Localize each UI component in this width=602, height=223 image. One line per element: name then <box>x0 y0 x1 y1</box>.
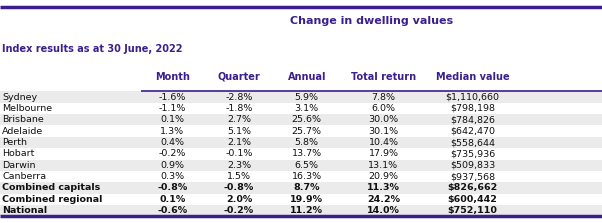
Text: Sydney: Sydney <box>2 93 37 102</box>
Text: -0.2%: -0.2% <box>159 149 186 158</box>
Text: 2.3%: 2.3% <box>227 161 251 170</box>
Text: -1.6%: -1.6% <box>159 93 186 102</box>
Bar <box>0 148 602 159</box>
Text: $752,110: $752,110 <box>448 206 497 215</box>
Text: 30.0%: 30.0% <box>368 115 399 124</box>
Text: 2.7%: 2.7% <box>227 115 251 124</box>
Text: Index results as at 30 June, 2022: Index results as at 30 June, 2022 <box>2 44 183 54</box>
Text: 0.9%: 0.9% <box>161 161 184 170</box>
Text: Adelaide: Adelaide <box>2 127 44 136</box>
Text: $784,826: $784,826 <box>450 115 495 124</box>
Text: 5.9%: 5.9% <box>295 93 318 102</box>
Text: $735,936: $735,936 <box>450 149 495 158</box>
Bar <box>0 91 602 103</box>
Text: 0.4%: 0.4% <box>161 138 184 147</box>
Text: 6.0%: 6.0% <box>371 104 396 113</box>
Bar <box>0 126 602 137</box>
Text: 1.3%: 1.3% <box>160 127 185 136</box>
Text: $798,198: $798,198 <box>450 104 495 113</box>
Text: 25.6%: 25.6% <box>292 115 321 124</box>
Text: -0.8%: -0.8% <box>224 184 254 192</box>
Text: 0.1%: 0.1% <box>161 115 184 124</box>
Text: Quarter: Quarter <box>217 72 261 82</box>
Text: 1.5%: 1.5% <box>227 172 251 181</box>
Text: 2.0%: 2.0% <box>226 195 252 204</box>
Text: -1.1%: -1.1% <box>159 104 186 113</box>
Text: 7.8%: 7.8% <box>371 93 396 102</box>
Bar <box>0 159 602 171</box>
Text: Brisbane: Brisbane <box>2 115 44 124</box>
Text: Hobart: Hobart <box>2 149 35 158</box>
Text: $600,442: $600,442 <box>448 195 497 204</box>
Text: Combined capitals: Combined capitals <box>2 184 101 192</box>
Bar <box>0 205 602 216</box>
Text: 30.1%: 30.1% <box>368 127 399 136</box>
Text: 14.0%: 14.0% <box>367 206 400 215</box>
Text: -0.1%: -0.1% <box>225 149 253 158</box>
Text: Median value: Median value <box>436 72 509 82</box>
Bar <box>0 194 602 205</box>
Text: $558,644: $558,644 <box>450 138 495 147</box>
Bar <box>0 137 602 148</box>
Bar <box>0 171 602 182</box>
Text: 11.2%: 11.2% <box>290 206 323 215</box>
Text: Melbourne: Melbourne <box>2 104 52 113</box>
Text: Month: Month <box>155 72 190 82</box>
Text: 5.8%: 5.8% <box>295 138 318 147</box>
Text: National: National <box>2 206 48 215</box>
Text: -2.8%: -2.8% <box>225 93 253 102</box>
Text: 3.1%: 3.1% <box>294 104 319 113</box>
Text: Perth: Perth <box>2 138 28 147</box>
Text: Change in dwelling values: Change in dwelling values <box>290 16 453 26</box>
Text: $826,662: $826,662 <box>447 184 498 192</box>
Text: Canberra: Canberra <box>2 172 46 181</box>
Text: 5.1%: 5.1% <box>227 127 251 136</box>
Text: 25.7%: 25.7% <box>292 127 321 136</box>
Text: 17.9%: 17.9% <box>368 149 399 158</box>
Text: Total return: Total return <box>351 72 416 82</box>
Bar <box>0 114 602 126</box>
Text: -0.6%: -0.6% <box>157 206 188 215</box>
Text: 13.7%: 13.7% <box>291 149 322 158</box>
Text: $1,110,660: $1,110,660 <box>445 93 500 102</box>
Bar <box>0 103 602 114</box>
Bar <box>0 182 602 194</box>
Text: $937,568: $937,568 <box>450 172 495 181</box>
Text: 0.3%: 0.3% <box>160 172 185 181</box>
Text: Darwin: Darwin <box>2 161 36 170</box>
Text: 20.9%: 20.9% <box>368 172 399 181</box>
Text: Combined regional: Combined regional <box>2 195 103 204</box>
Text: 8.7%: 8.7% <box>293 184 320 192</box>
Text: 16.3%: 16.3% <box>291 172 322 181</box>
Text: -1.8%: -1.8% <box>225 104 253 113</box>
Text: 2.1%: 2.1% <box>227 138 251 147</box>
Text: 19.9%: 19.9% <box>290 195 323 204</box>
Text: -0.8%: -0.8% <box>157 184 188 192</box>
Text: $509,833: $509,833 <box>450 161 495 170</box>
Text: 13.1%: 13.1% <box>368 161 399 170</box>
Text: -0.2%: -0.2% <box>224 206 254 215</box>
Text: 24.2%: 24.2% <box>367 195 400 204</box>
Text: 0.1%: 0.1% <box>160 195 185 204</box>
Text: 10.4%: 10.4% <box>368 138 399 147</box>
Text: 6.5%: 6.5% <box>295 161 318 170</box>
Text: 11.3%: 11.3% <box>367 184 400 192</box>
Text: $642,470: $642,470 <box>450 127 495 136</box>
Text: Annual: Annual <box>288 72 326 82</box>
